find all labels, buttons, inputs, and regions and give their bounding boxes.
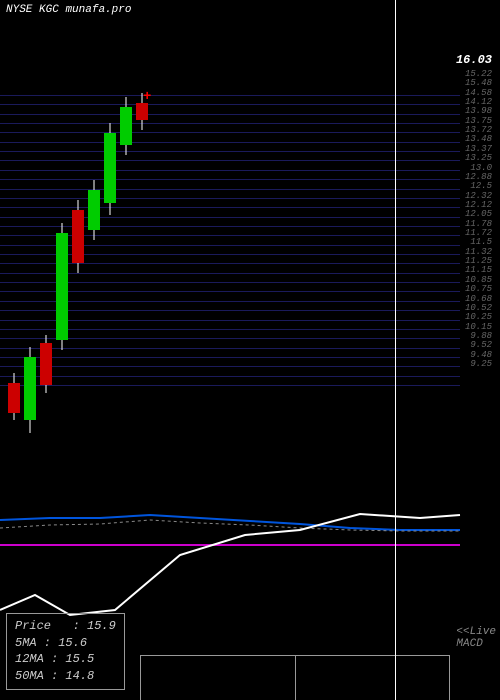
ma5-info: 5MA : 15.6 xyxy=(15,635,116,652)
cursor-vertical-line xyxy=(395,0,396,700)
bottom-indicator-boxes xyxy=(140,655,450,700)
crosshair-marker: + xyxy=(143,89,151,105)
exchange-label: NYSE xyxy=(6,4,32,16)
macd-label-box: <<Live MACD xyxy=(456,626,496,650)
stock-chart: NYSE KGC munafa.pro + 16.03 15.2215.4814… xyxy=(0,0,500,700)
source-label: munafa.pro xyxy=(65,4,131,16)
live-label: <<Live xyxy=(456,626,496,638)
ma50-info: 50MA : 14.8 xyxy=(15,668,116,685)
blue-indicator-line xyxy=(0,515,460,530)
chart-header: NYSE KGC munafa.pro xyxy=(6,4,131,16)
ma12-info: 12MA : 15.5 xyxy=(15,651,116,668)
macd-label: MACD xyxy=(456,638,496,650)
box-divider xyxy=(295,656,296,700)
ticker-label: KGC xyxy=(39,4,59,16)
price-info: Price : 15.9 xyxy=(15,618,116,635)
indicator-lines xyxy=(0,0,500,700)
info-box: Price : 15.9 5MA : 15.6 12MA : 15.5 50MA… xyxy=(6,613,125,690)
